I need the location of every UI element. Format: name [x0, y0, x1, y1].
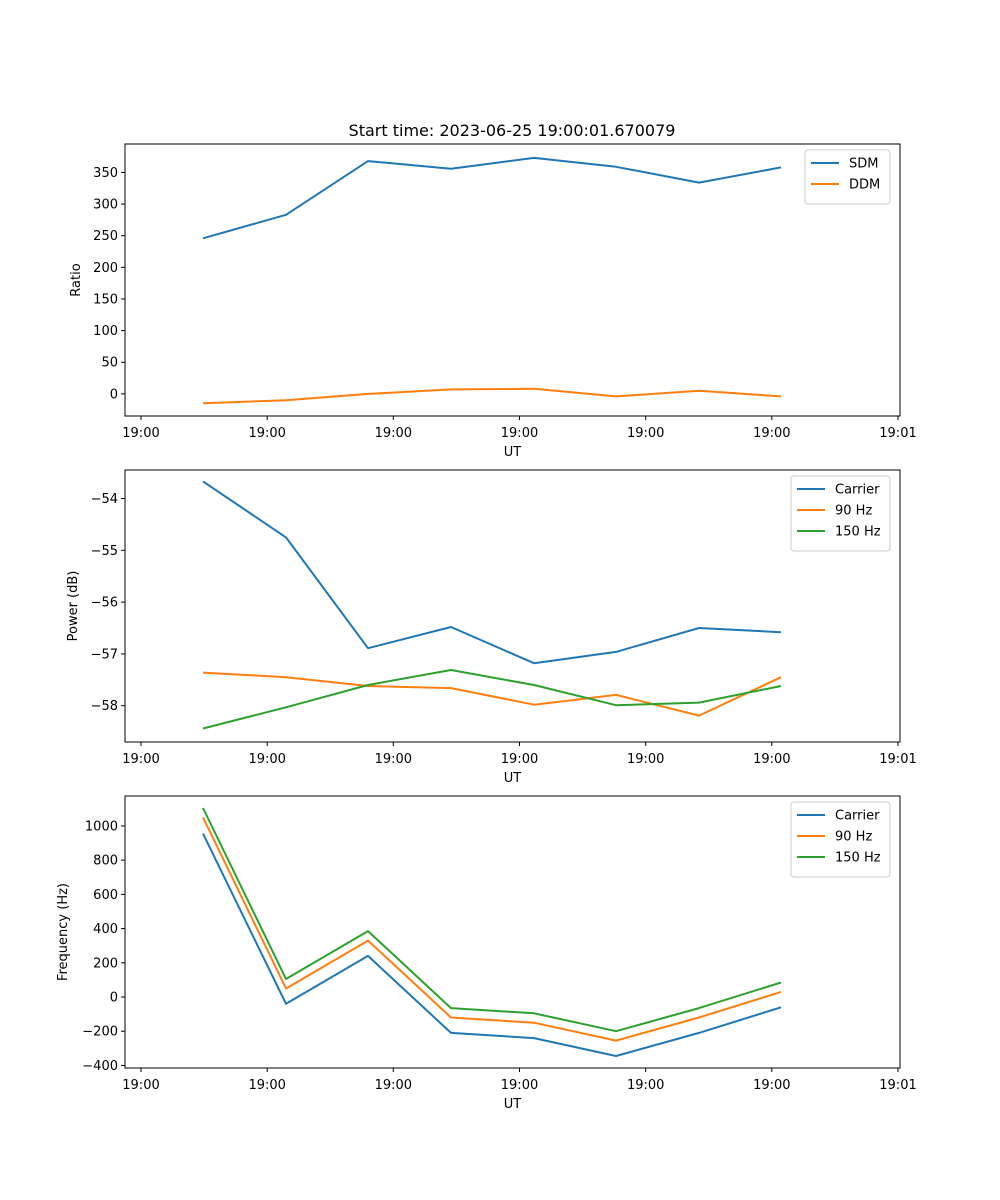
- legend-label: 90 Hz: [835, 830, 872, 845]
- x-axis-label: UT: [504, 445, 522, 460]
- y-tick-label: −200: [82, 1025, 118, 1040]
- legend-box: [790, 801, 891, 878]
- plot-area-frame: [124, 795, 901, 1069]
- y-tick-label: 250: [93, 229, 118, 244]
- legend: Carrier 90 Hz 150 Hz: [790, 475, 891, 552]
- legend-box: [790, 475, 891, 552]
- x-tick-label: 19:00: [122, 752, 159, 767]
- x-tick-label: 19:01: [879, 752, 916, 767]
- x-tick-label: 19:01: [879, 1078, 916, 1093]
- x-tick-label: 19:00: [501, 426, 538, 441]
- y-axis-label: Frequency (Hz): [56, 883, 71, 981]
- y-tick-label: 400: [93, 922, 118, 937]
- x-tick-label: 19:00: [501, 752, 538, 767]
- y-tick-label: 150: [93, 292, 118, 307]
- y-tick-label: −400: [82, 1059, 118, 1074]
- y-tick-label: 0: [110, 991, 118, 1006]
- y-tick-label: 600: [93, 888, 118, 903]
- legend: Carrier 90 Hz 150 Hz: [790, 801, 891, 878]
- x-tick-label: 19:00: [753, 426, 790, 441]
- y-tick-label: 800: [93, 854, 118, 869]
- y-tick-label: 350: [93, 166, 118, 181]
- x-tick-label: 19:00: [122, 426, 159, 441]
- y-tick-label: 1000: [85, 819, 118, 834]
- plot-area-frame: [124, 143, 901, 417]
- x-tick-label: 19:00: [248, 426, 285, 441]
- chart-panel-1: 0 50 100 150 200 250 300 350 19:00 19:00 19:00 19:0…: [69, 143, 917, 460]
- legend-label: Carrier: [835, 483, 880, 498]
- y-tick-label: 200: [93, 261, 118, 276]
- y-tick-label: −57: [91, 647, 118, 662]
- series-line-carrier: [202, 480, 782, 665]
- legend: SDM DDM: [804, 149, 891, 205]
- legend-label: 150 Hz: [835, 851, 881, 866]
- y-tick-label: −54: [91, 492, 118, 507]
- y-tick-label: −58: [91, 699, 118, 714]
- plot-area-frame: [124, 469, 901, 743]
- x-axis-label: UT: [504, 771, 522, 786]
- series-line-150-hz: [202, 807, 782, 1033]
- legend-label: 90 Hz: [835, 504, 872, 519]
- y-tick-label: −55: [91, 544, 118, 559]
- y-axis-label: Power (dB): [66, 571, 81, 642]
- legend-label: DDM: [849, 178, 880, 193]
- y-tick-label: 50: [101, 356, 118, 371]
- y-tick-label: 200: [93, 956, 118, 971]
- series-line-carrier: [202, 833, 782, 1057]
- y-tick-label: 0: [110, 387, 118, 402]
- legend-label: SDM: [849, 157, 878, 172]
- chart-panel-3: −400 −200 0 200 400 600 800 1000 19:00 19:00 19:00…: [56, 795, 917, 1112]
- y-tick-label: −56: [91, 596, 118, 611]
- y-tick-label: 300: [93, 198, 118, 213]
- x-tick-label: 19:00: [248, 752, 285, 767]
- x-tick-label: 19:00: [375, 426, 412, 441]
- y-axis-label: Ratio: [69, 263, 84, 296]
- x-tick-label: 19:01: [879, 426, 916, 441]
- x-tick-label: 19:00: [248, 1078, 285, 1093]
- x-tick-label: 19:00: [753, 1078, 790, 1093]
- chart-panels: 0 50 100 150 200 250 300 350 19:00 19:00 19:00 19:0…: [56, 143, 917, 1112]
- chart-panel-2: −58 −57 −56 −55 −54 19:00 19:00 19:00 19:00 19:00…: [66, 469, 917, 786]
- x-tick-label: 19:00: [627, 426, 664, 441]
- x-tick-label: 19:00: [375, 752, 412, 767]
- series-line-150-hz: [202, 669, 782, 730]
- x-tick-label: 19:00: [375, 1078, 412, 1093]
- x-tick-label: 19:00: [501, 1078, 538, 1093]
- y-tick-label: 100: [93, 324, 118, 339]
- figure-title: Start time: 2023-06-25 19:00:01.670079: [349, 121, 676, 140]
- legend-label: 150 Hz: [835, 525, 881, 540]
- series-line-90-hz: [202, 671, 782, 717]
- x-tick-label: 19:00: [627, 1078, 664, 1093]
- x-tick-label: 19:00: [753, 752, 790, 767]
- legend-label: Carrier: [835, 809, 880, 824]
- series-line-90-hz: [202, 816, 782, 1042]
- x-tick-label: 19:00: [122, 1078, 159, 1093]
- x-tick-label: 19:00: [627, 752, 664, 767]
- series-line-sdm: [202, 156, 782, 240]
- series-line-ddm: [202, 387, 782, 405]
- x-axis-label: UT: [504, 1097, 522, 1112]
